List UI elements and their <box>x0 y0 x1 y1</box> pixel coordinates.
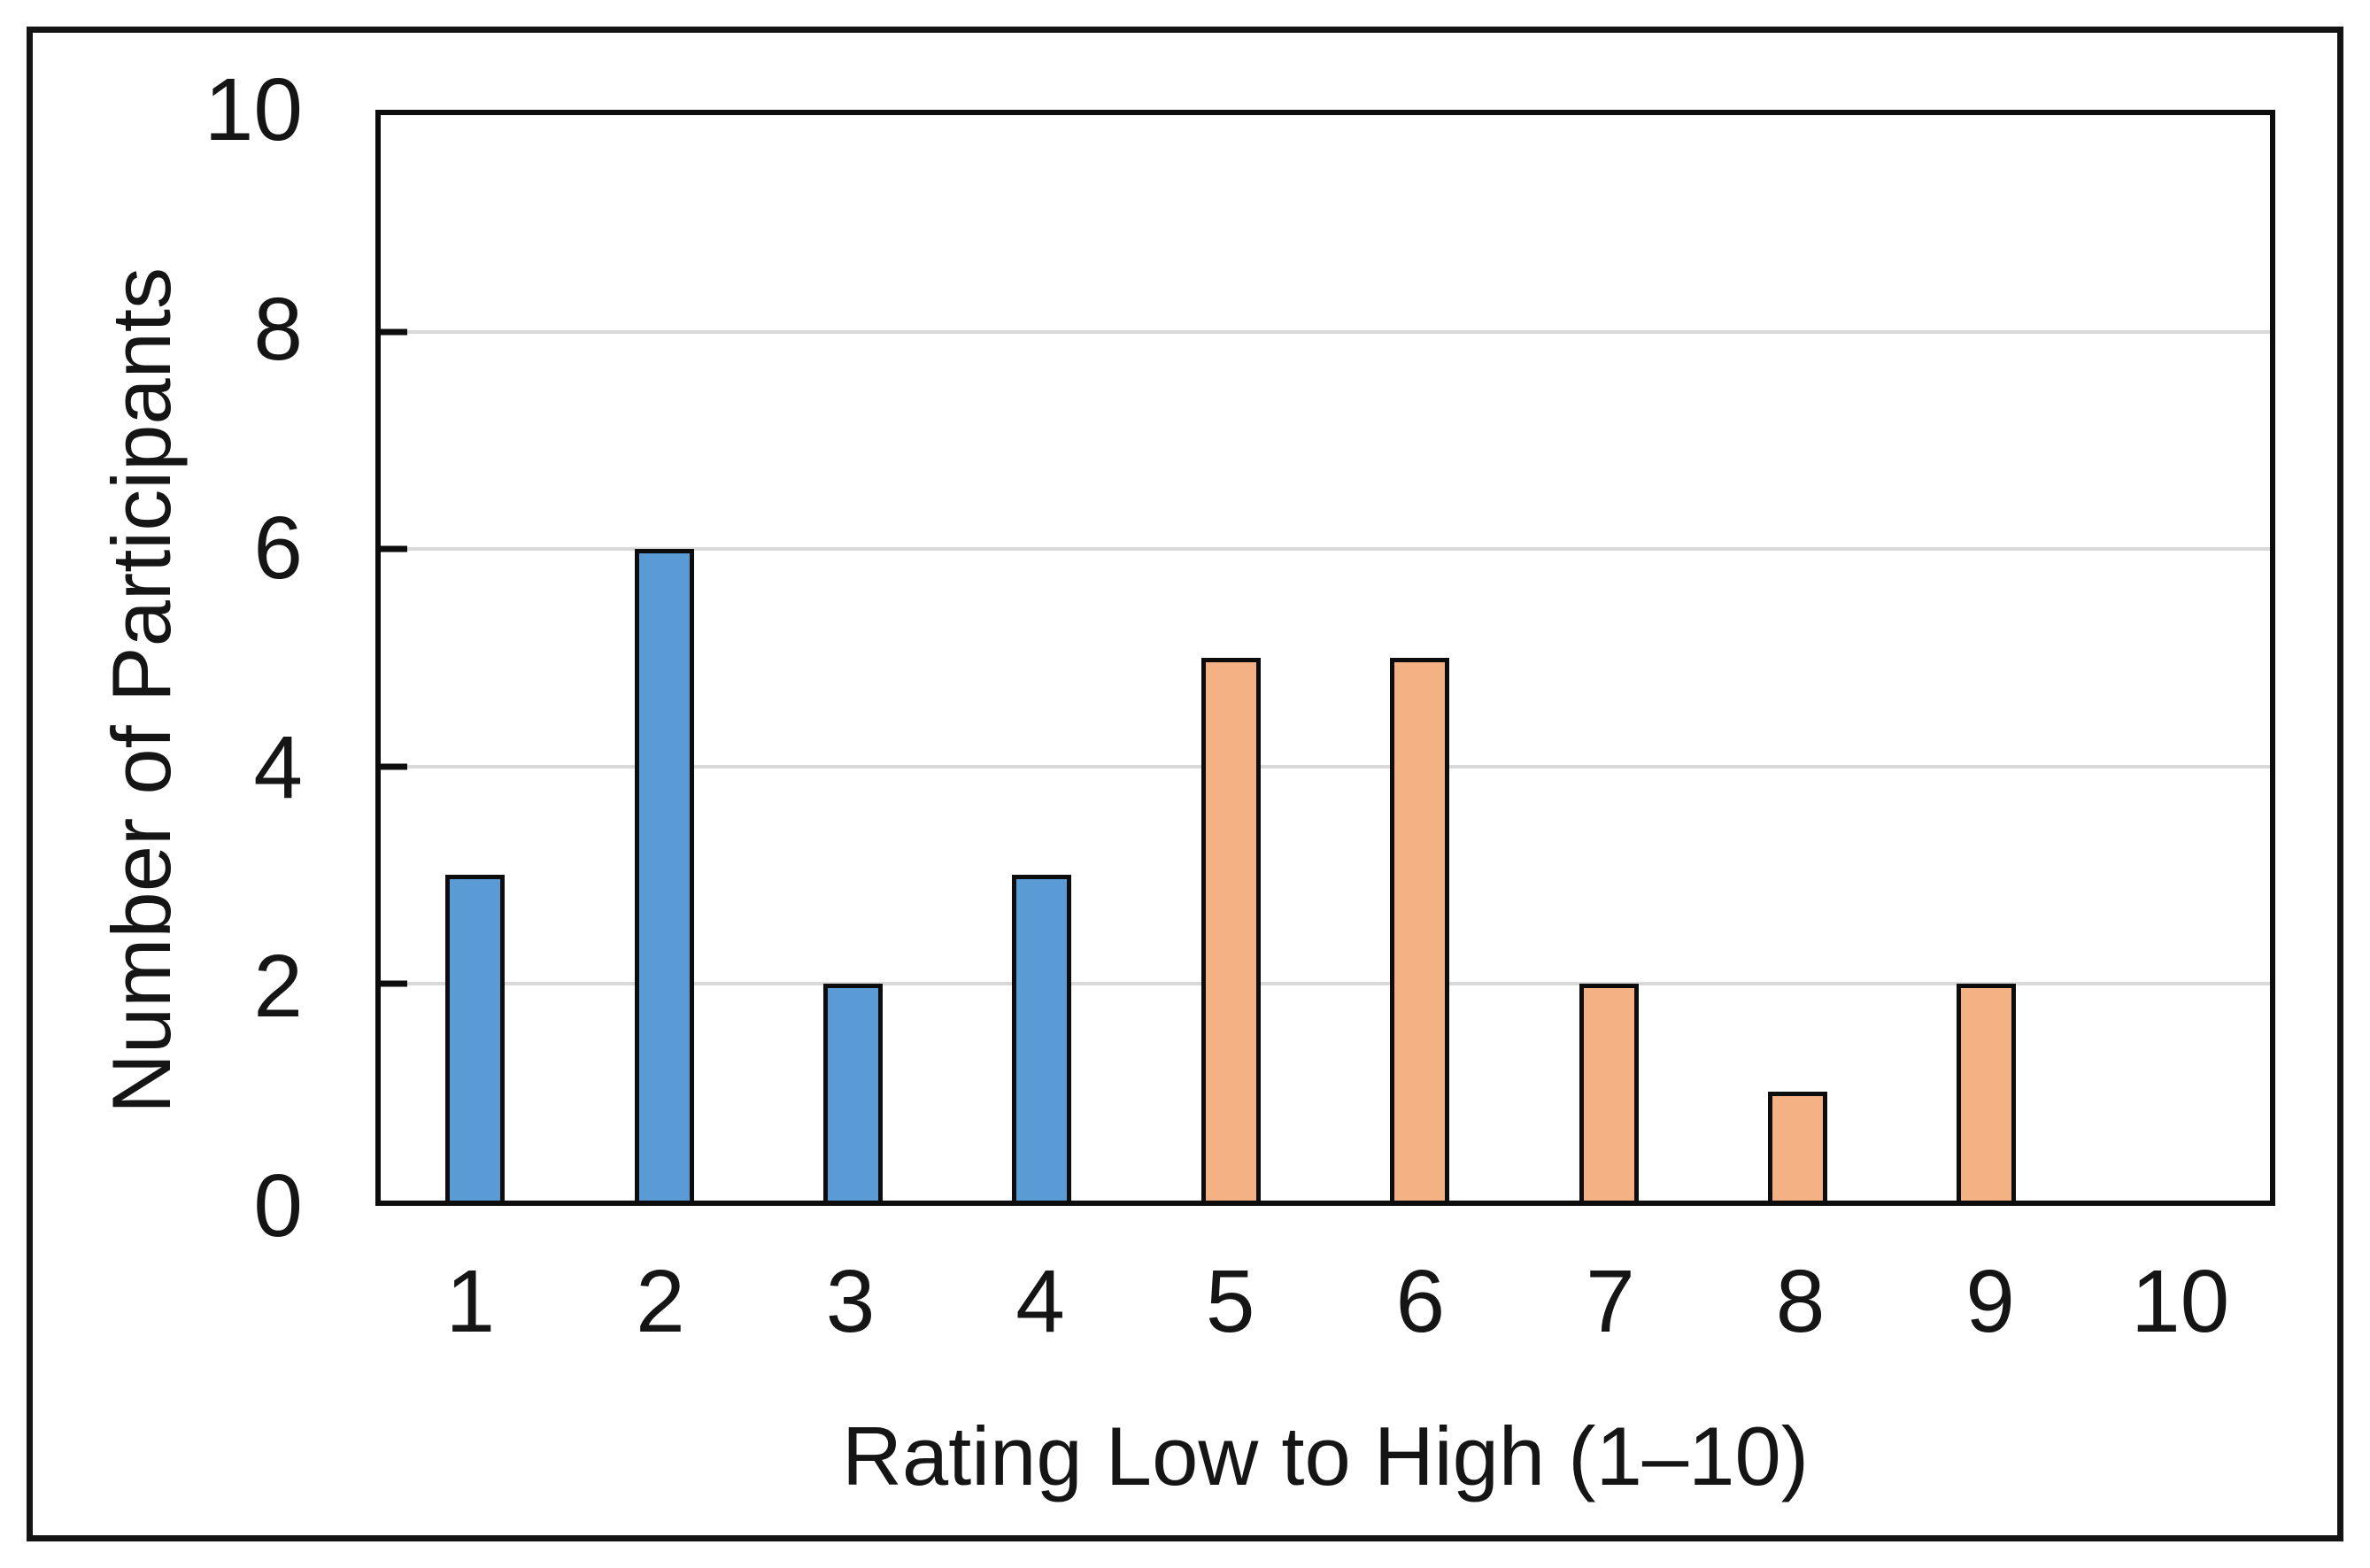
x-tick-label-7: 7 <box>1586 1252 1635 1351</box>
y-tick-label-8: 8 <box>253 279 303 379</box>
gridline-y-6 <box>381 547 2270 552</box>
bar-rating-9 <box>1957 983 2017 1205</box>
bar-slot-6 <box>1325 115 1514 1205</box>
bar-rating-7 <box>1579 983 1639 1205</box>
y-tick-mark-4 <box>381 763 407 770</box>
bar-rating-6 <box>1390 658 1450 1205</box>
y-tick-label-4: 4 <box>253 717 303 817</box>
bars-layer <box>381 115 2270 1205</box>
bar-slot-1 <box>381 115 569 1205</box>
x-tick-label-1: 1 <box>445 1252 496 1351</box>
bar-slot-7 <box>1514 115 1702 1205</box>
bar-slot-10 <box>2081 115 2270 1201</box>
bar-rating-3 <box>823 983 884 1205</box>
x-tick-label-4: 4 <box>1015 1252 1065 1351</box>
gridline-y-8 <box>381 330 2270 335</box>
y-tick-mark-8 <box>381 328 407 336</box>
x-tick-label-6: 6 <box>1395 1252 1446 1351</box>
y-tick-label-0: 0 <box>253 1156 303 1255</box>
bar-slot-8 <box>1703 115 1892 1205</box>
bar-rating-4 <box>1012 875 1072 1205</box>
bar-rating-1 <box>445 875 506 1205</box>
x-tick-label-5: 5 <box>1205 1252 1255 1351</box>
bar-rating-2 <box>634 549 694 1205</box>
y-tick-label-6: 6 <box>253 498 303 599</box>
x-tick-label-3: 3 <box>825 1252 876 1351</box>
figure-frame <box>27 27 2343 1541</box>
bar-slot-2 <box>569 115 758 1205</box>
bar-slot-3 <box>759 115 947 1205</box>
gridline-y-2 <box>381 981 2270 985</box>
plot-area <box>375 110 2275 1206</box>
x-axis-title: Rating Low to High (1–10) <box>841 1410 1810 1502</box>
bar-slot-5 <box>1137 115 1325 1205</box>
y-tick-label-10: 10 <box>204 60 303 159</box>
gridline-y-4 <box>381 764 2270 769</box>
bar-slot-9 <box>1892 115 2081 1205</box>
y-tick-mark-2 <box>381 980 407 987</box>
x-tick-label-9: 9 <box>1965 1252 2015 1351</box>
bar-rating-5 <box>1200 658 1261 1205</box>
x-tick-label-8: 8 <box>1775 1252 1826 1351</box>
x-tick-label-10: 10 <box>2131 1252 2230 1351</box>
bar-rating-8 <box>1768 1092 1828 1205</box>
y-tick-mark-6 <box>381 545 407 552</box>
y-axis-tick-labels: 0 2 4 6 8 10 <box>0 66 303 1250</box>
x-tick-label-2: 2 <box>636 1252 685 1351</box>
x-axis-tick-labels: 1 2 3 4 5 6 7 8 9 10 <box>375 1257 2275 1355</box>
bar-slot-4 <box>947 115 1136 1205</box>
y-tick-label-2: 2 <box>253 937 303 1037</box>
y-axis-title: Number of Participants <box>95 266 188 1115</box>
